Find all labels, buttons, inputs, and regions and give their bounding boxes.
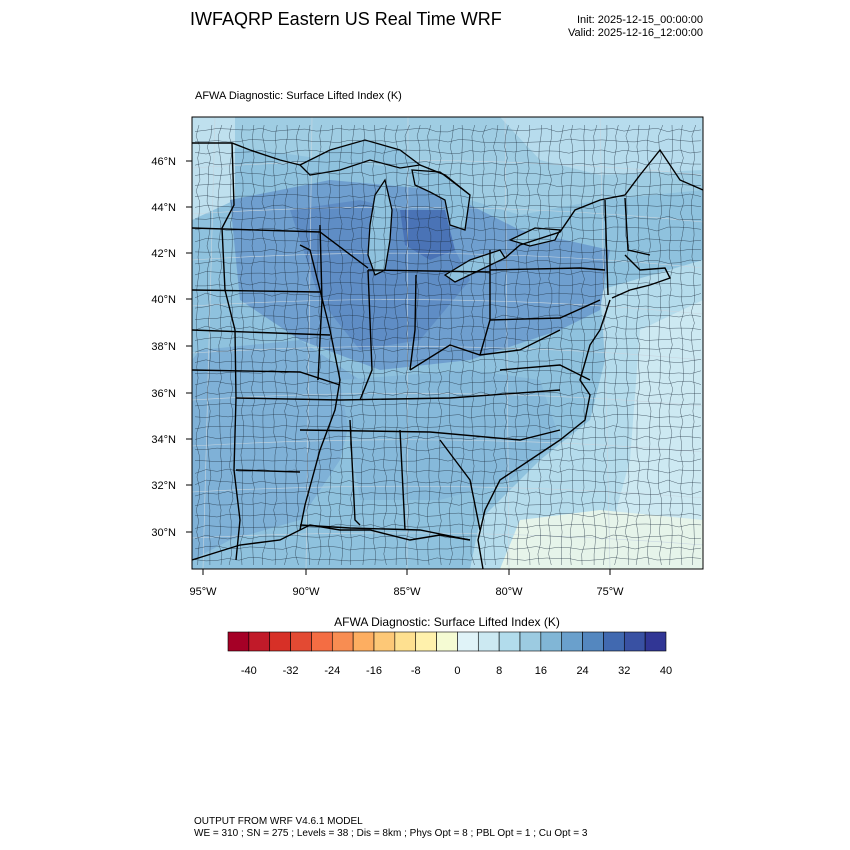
colorbar-swatch [457, 631, 479, 652]
colorbar-swatch [540, 631, 563, 652]
lat-label: 44°N [151, 202, 176, 214]
lon-label: 95°W [189, 586, 217, 598]
colorbar-swatch [352, 631, 375, 652]
colorbar-tick-label: 40 [660, 665, 672, 677]
lat-label: 46°N [151, 156, 176, 168]
colorbar-tick-label: 16 [535, 665, 547, 677]
colorbar-swatch [269, 631, 291, 652]
county-lines [194, 124, 702, 566]
map-axis-labels: 46°N 44°N 42°N 40°N 38°N 36°N 34°N 32°N 30°N 95°W… [151, 156, 624, 598]
lon-label: 85°W [393, 586, 421, 598]
lat-label: 42°N [151, 248, 176, 260]
colorbar-swatch [373, 631, 396, 652]
colorbar-tick-label: 0 [454, 665, 460, 677]
colorbar-swatch [582, 631, 604, 652]
lat-label: 38°N [151, 341, 176, 353]
colorbar-swatch [331, 631, 354, 652]
colorbar-tick-label: -24 [324, 665, 340, 677]
lon-label: 90°W [292, 586, 320, 598]
init-valid-times: Init: 2025-12-15_00:00:00 Valid: 2025-12… [540, 14, 703, 40]
footer-line-2: WE = 310 ; SN = 275 ; Levels = 38 ; Dis … [194, 828, 588, 839]
valid-time: Valid: 2025-12-16_12:00:00 [568, 27, 703, 39]
colorbar-swatch [623, 631, 646, 652]
colorbar-swatch [519, 631, 542, 652]
main-title: IWFAQRP Eastern US Real Time WRF [190, 9, 502, 29]
lat-label: 32°N [151, 480, 176, 492]
colorbar-swatch [415, 631, 437, 652]
map-subtitle: AFWA Diagnostic: Surface Lifted Index (K… [195, 90, 402, 102]
colorbar-swatch [248, 631, 271, 652]
lat-label: 30°N [151, 527, 176, 539]
colorbar-swatch [644, 631, 667, 652]
init-time: Init: 2025-12-15_00:00:00 [577, 14, 703, 26]
colorbar-tick-label: 8 [496, 665, 502, 677]
colorbar-swatch [290, 631, 312, 652]
colorbar-tick-label: 24 [576, 665, 588, 677]
colorbar-title: AFWA Diagnostic: Surface Lifted Index (K… [334, 615, 560, 629]
colorbar-swatch [436, 631, 458, 652]
lon-label: 80°W [495, 586, 523, 598]
colorbar-swatch [498, 631, 521, 652]
colorbar-swatch [394, 631, 417, 652]
state-boundaries [192, 142, 703, 569]
lat-label: 36°N [151, 388, 176, 400]
colorbar-swatch [227, 631, 250, 652]
colorbar-swatch [311, 631, 333, 652]
colorbar-swatch [477, 631, 500, 652]
lat-label: 34°N [151, 434, 176, 446]
colorbar-tick-label: -16 [366, 665, 382, 677]
colorbar-tick-label: -32 [283, 665, 299, 677]
colorbar-tick-label: -8 [411, 665, 421, 677]
graticule [192, 117, 703, 569]
colorbar: -40 -32 -24 -16 -8 0 8 16 24 32 40 [227, 631, 672, 677]
model-info-footer: OUTPUT FROM WRF V4.6.1 MODEL WE = 310 ; … [194, 816, 587, 840]
colorbar-swatch [561, 631, 583, 652]
colorbar-swatch [603, 631, 625, 652]
footer-line-1: OUTPUT FROM WRF V4.6.1 MODEL [194, 816, 363, 827]
lat-label: 40°N [151, 294, 176, 306]
lon-label: 75°W [596, 586, 624, 598]
colorbar-tick-label: 32 [618, 665, 630, 677]
colorbar-tick-label: -40 [241, 665, 257, 677]
map-frame [191, 116, 704, 570]
county-boundaries [194, 124, 702, 566]
